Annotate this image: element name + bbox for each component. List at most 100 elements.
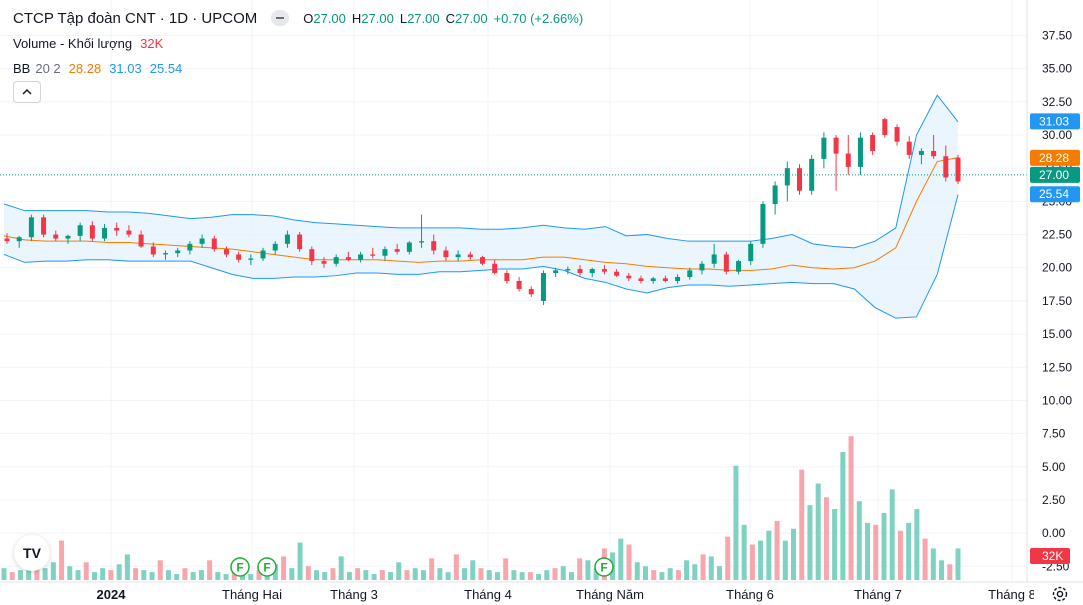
volume-bar: [939, 560, 945, 580]
candle-body: [248, 258, 254, 260]
candle-body: [480, 257, 485, 264]
price-tick-label: 22.50: [1042, 228, 1072, 242]
candle-body: [175, 250, 181, 254]
time-axis-label: Tháng 4: [464, 587, 512, 602]
price-tick-label: 12.50: [1042, 360, 1072, 374]
time-axis-label: Tháng 6: [726, 587, 774, 602]
candle-body: [187, 243, 193, 251]
candle-body: [821, 137, 827, 159]
volume-bar: [322, 572, 328, 580]
price-tick-label: 7.50: [1042, 427, 1066, 441]
candle-body: [918, 150, 924, 155]
open-value: 27.00: [313, 10, 346, 26]
time-axis-label: Tháng 7: [854, 587, 902, 602]
time-axis-label: Tháng 3: [330, 587, 378, 602]
candle-body: [126, 230, 132, 235]
symbol-title[interactable]: CTCP Tập đoàn CNT · 1D · UPCOM: [13, 9, 258, 27]
volume-bar: [445, 572, 451, 580]
volume-label[interactable]: Volume - Khối lượng: [13, 35, 133, 51]
volume-bar: [396, 562, 402, 580]
volume-bar: [560, 566, 566, 580]
candle-body: [236, 254, 242, 260]
volume-bar: [807, 505, 813, 580]
volume-bar: [922, 538, 928, 580]
candle-body: [370, 254, 376, 256]
candle-body: [504, 273, 510, 281]
volume-bar: [675, 570, 681, 580]
candle-body: [358, 254, 364, 260]
volume-bar: [486, 570, 492, 580]
candle-body: [114, 227, 120, 231]
volume-bar: [297, 542, 303, 580]
time-axis-label: 2024: [97, 587, 127, 602]
bb-basis-badge-box: [1030, 149, 1080, 166]
volume-bar: [478, 568, 484, 580]
volume-bar: [955, 548, 961, 580]
candle-body: [906, 141, 912, 155]
volume-bar: [305, 566, 311, 580]
volume-bar: [947, 564, 953, 580]
price-tick-label: 15.00: [1042, 327, 1072, 341]
volume-bar: [585, 560, 591, 580]
candle-body: [345, 257, 351, 260]
volume-bar: [577, 558, 583, 580]
volume-bar: [248, 574, 254, 580]
candle-body: [699, 263, 705, 271]
volume-bar: [856, 501, 862, 580]
volume-bar: [174, 574, 180, 580]
volume-bar: [133, 568, 139, 580]
volume-bar: [848, 436, 854, 580]
chevron-up-icon: [22, 88, 32, 95]
price-tick-label: 32.50: [1042, 95, 1072, 109]
split-event-label: F: [600, 561, 607, 575]
candle-body: [882, 119, 888, 136]
volume-bar: [34, 564, 40, 580]
volume-bar: [363, 570, 369, 580]
volume-bar: [708, 556, 714, 580]
candle-body: [723, 254, 729, 272]
high-label: H: [351, 10, 362, 26]
candle-body: [675, 277, 681, 281]
volume-bar: [355, 568, 361, 580]
candle-body: [406, 242, 412, 252]
candle-body: [601, 269, 607, 272]
candle-body: [65, 235, 71, 239]
time-axis-mask: [1034, 584, 1083, 605]
candle-body: [516, 280, 522, 289]
volume-bar: [914, 509, 920, 580]
candle-body: [553, 270, 559, 274]
volume-bar: [733, 465, 739, 580]
volume-bar: [568, 572, 574, 580]
change-value: +0.70 (+2.66%): [493, 10, 584, 26]
bb-label[interactable]: BB: [13, 60, 31, 76]
volume-bar: [519, 572, 525, 580]
volume-bar: [42, 568, 48, 580]
volume-bar: [50, 562, 56, 580]
candle-body: [53, 234, 59, 239]
volume-bar: [618, 538, 624, 580]
volume-bar: [157, 560, 163, 580]
candle-body: [687, 270, 693, 278]
volume-bar: [314, 570, 320, 580]
volume-bar: [684, 560, 690, 580]
bb-params: 20 2: [35, 60, 61, 76]
price-tick-label: 2.50: [1042, 493, 1066, 507]
volume-bar: [527, 572, 533, 580]
split-event-marker: [257, 557, 277, 577]
hide-icon[interactable]: [271, 10, 290, 26]
candle-body: [650, 278, 656, 281]
settings-gear-icon[interactable]: [1050, 584, 1070, 604]
bb-upper-badge-box: [1030, 113, 1080, 130]
volume-bar: [420, 570, 426, 580]
candle-body: [565, 269, 571, 271]
tradingview-logo[interactable]: TV: [14, 535, 50, 571]
candle-body: [638, 278, 644, 281]
candle-body: [626, 275, 632, 279]
candle-body: [272, 243, 278, 251]
candle-body: [211, 238, 217, 250]
volume-badge-box: [1030, 548, 1070, 564]
collapse-legend-button[interactable]: [13, 81, 41, 103]
candle-body: [102, 227, 108, 239]
volume-bar: [766, 530, 772, 580]
